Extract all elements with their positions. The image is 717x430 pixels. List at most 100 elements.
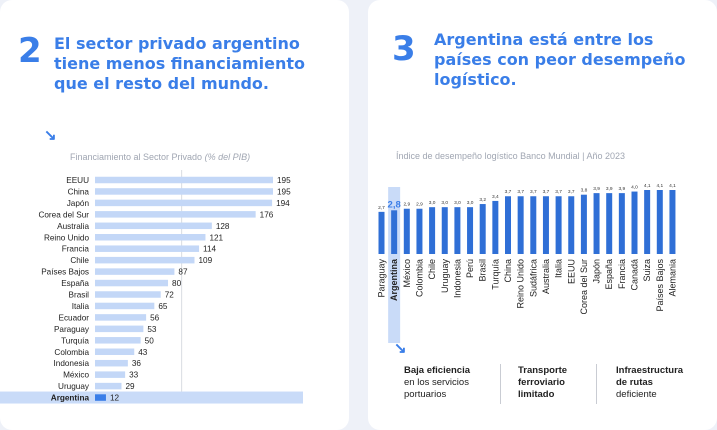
category-label: Países Bajos [41, 268, 89, 277]
title-line: países con peor desempeño [434, 50, 686, 69]
value-label: 176 [260, 210, 274, 219]
bar [95, 325, 144, 333]
category-label: Corea del Sur [38, 210, 89, 219]
bar [492, 200, 499, 254]
title-line: El sector privado argentino [54, 34, 300, 53]
footnote-bold: Baja eficiencia [404, 365, 471, 376]
bar [95, 348, 135, 355]
title-line: que el resto del mundo. [54, 74, 269, 93]
value-label: 4,1 [669, 183, 676, 189]
bar [454, 207, 461, 254]
category-label: Japón [67, 199, 90, 208]
bar [95, 211, 256, 218]
value-label: 195 [277, 176, 291, 185]
value-label: 72 [165, 291, 175, 300]
value-label: 3,0 [429, 200, 436, 206]
value-label: 3,8 [581, 188, 588, 194]
category-label: Uruguay [440, 259, 450, 294]
bar [644, 190, 651, 254]
bar [555, 196, 562, 254]
title-line: tiene menos financiamiento [54, 54, 306, 73]
bar [95, 382, 122, 390]
footnote-bold: Transporte [518, 365, 568, 376]
value-label: 128 [216, 222, 230, 231]
value-label: 3,7 [505, 189, 512, 195]
category-label: China [68, 187, 90, 196]
value-label: 50 [145, 336, 155, 345]
footnote-text: portuarios [404, 389, 447, 400]
category-label: Italia [72, 302, 90, 311]
value-label: 2,9 [416, 202, 423, 208]
value-label: 195 [277, 187, 291, 196]
category-label: China [503, 259, 513, 283]
category-label: Sudáfrica [528, 259, 538, 297]
bar [631, 191, 638, 254]
category-label: México [402, 259, 412, 288]
value-label: 114 [203, 245, 216, 254]
category-label: EEUU [566, 259, 576, 284]
bar [429, 207, 436, 254]
footnote-text: en los servicios [404, 377, 469, 388]
bar [95, 371, 126, 378]
category-label: Australia [541, 259, 551, 294]
section-number: 3 [392, 29, 416, 69]
category-label: México [63, 371, 89, 380]
bar [95, 222, 212, 230]
bar [618, 193, 625, 254]
value-label: 3,7 [517, 189, 524, 195]
value-label: 53 [147, 325, 157, 334]
bar [95, 256, 195, 264]
category-label: Perú [465, 259, 475, 278]
bar [95, 337, 141, 344]
value-label: 194 [276, 199, 290, 208]
logistics-bar-chart: 2,7 Paraguay 2,8 Argentina 2,9 México 2,9 Colom… [377, 183, 677, 343]
category-label: Chile [427, 259, 437, 280]
category-label: Argentina [51, 394, 90, 403]
category-label: Francia [617, 259, 627, 289]
category-label: Reino Unido [44, 233, 90, 242]
value-label: 3,0 [467, 200, 474, 206]
bar [467, 207, 474, 254]
category-label: Australia [57, 222, 89, 231]
footnote-bold: Infraestructura [616, 365, 684, 376]
value-label: 4,0 [631, 185, 638, 191]
left-panel: 2 El sector privado argentino tiene meno… [0, 0, 349, 430]
bar [606, 193, 613, 254]
value-label: 3,0 [454, 200, 461, 206]
bar [95, 199, 273, 207]
bar [95, 394, 106, 401]
value-label: 3,7 [555, 189, 562, 195]
value-label: 80 [172, 279, 182, 288]
section-number: 2 [18, 31, 42, 71]
category-label: España [604, 259, 614, 290]
footnote-road-infrastructure: Infraestructura de rutas deficiente [616, 365, 683, 401]
bar [568, 196, 575, 254]
financing-bar-chart: EEUU 195 China 195 Japón 194 Corea del Sur 176 A… [0, 170, 303, 404]
bar [530, 196, 537, 254]
right-panel: 3 Argentina está entre los países con pe… [368, 0, 717, 430]
section-title: Argentina está entre los países con peor… [434, 30, 685, 90]
category-label: Brasil [478, 259, 488, 282]
category-label: Francia [62, 245, 90, 254]
value-label: 12 [110, 394, 120, 403]
bar [669, 190, 676, 254]
value-label: 65 [158, 302, 168, 311]
bar [416, 208, 423, 254]
subtitle-unit: (% del PIB) [204, 152, 251, 162]
value-label: 109 [198, 256, 212, 265]
value-label: 2,7 [378, 205, 385, 211]
category-label: Turquía [61, 336, 89, 345]
value-label: 29 [125, 382, 135, 391]
footnote-text: deficiente [616, 389, 657, 400]
bar [95, 291, 161, 298]
value-label: 121 [209, 233, 223, 242]
bar [479, 204, 486, 254]
section-title: El sector privado argentino tiene menos … [54, 34, 305, 94]
category-label: Argentina [389, 258, 399, 301]
category-label: Ecuador [59, 313, 90, 322]
category-label: Canadá [630, 259, 640, 291]
value-label: 3,2 [479, 197, 486, 203]
bar [656, 190, 663, 254]
value-label: 33 [129, 371, 139, 380]
value-label: 4,1 [644, 183, 651, 189]
